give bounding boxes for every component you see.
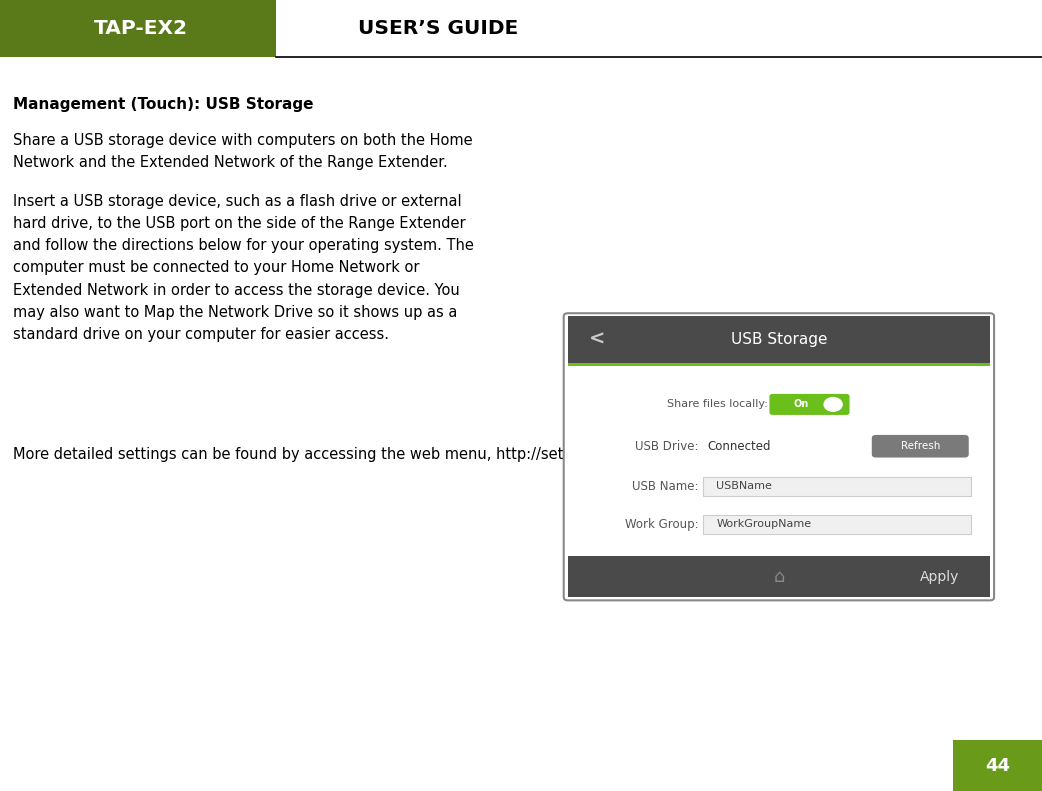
Text: USB Storage: USB Storage (730, 332, 827, 347)
Text: USER’S GUIDE: USER’S GUIDE (357, 19, 518, 38)
FancyBboxPatch shape (703, 477, 971, 496)
Text: Management (Touch): USB Storage: Management (Touch): USB Storage (13, 97, 313, 112)
FancyBboxPatch shape (568, 316, 990, 363)
Text: USB Name:: USB Name: (632, 479, 699, 493)
Text: Share a USB storage device with computers on both the Home
Network and the Exten: Share a USB storage device with computer… (13, 133, 472, 170)
Text: Share files locally:: Share files locally: (668, 399, 768, 410)
FancyBboxPatch shape (568, 557, 990, 597)
FancyBboxPatch shape (769, 394, 849, 415)
Text: 44: 44 (986, 757, 1010, 774)
Text: TAP-EX2: TAP-EX2 (94, 19, 188, 38)
FancyBboxPatch shape (953, 740, 1042, 791)
Text: Apply: Apply (920, 570, 959, 584)
Text: Insert a USB storage device, such as a flash drive or external
hard drive, to th: Insert a USB storage device, such as a f… (13, 194, 473, 342)
FancyBboxPatch shape (564, 313, 994, 600)
Text: Connected: Connected (708, 440, 771, 452)
Text: Refresh: Refresh (900, 441, 940, 451)
FancyBboxPatch shape (703, 515, 971, 534)
Circle shape (824, 398, 842, 411)
Text: ⌂: ⌂ (773, 568, 785, 586)
Text: USBName: USBName (716, 481, 772, 491)
Text: On: On (793, 399, 809, 410)
FancyBboxPatch shape (276, 0, 1042, 57)
FancyBboxPatch shape (568, 363, 990, 366)
Text: USB Drive:: USB Drive: (636, 440, 699, 452)
Text: <: < (589, 330, 605, 349)
FancyBboxPatch shape (872, 435, 969, 457)
FancyBboxPatch shape (0, 0, 276, 57)
Text: More detailed settings can be found by accessing the web menu, http://setup.ampe: More detailed settings can be found by a… (13, 447, 737, 462)
Text: Work Group:: Work Group: (625, 517, 699, 531)
Text: WorkGroupName: WorkGroupName (716, 519, 812, 529)
